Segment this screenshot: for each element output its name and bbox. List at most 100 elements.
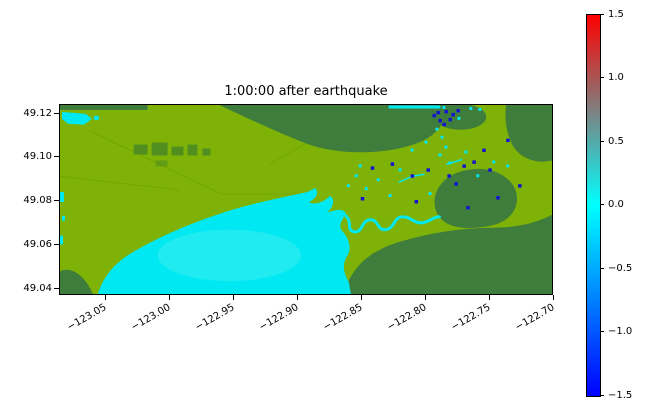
anomaly-dot: [410, 148, 414, 152]
x-tick: [232, 295, 234, 300]
colorbar-tick-label: −1.0: [608, 326, 633, 337]
anomaly-dot: [414, 199, 419, 204]
colorbar-tick: [600, 394, 604, 396]
y-tick: [54, 112, 59, 114]
x-tick: [488, 295, 490, 300]
colorbar: [586, 14, 601, 397]
anomaly-dot: [390, 162, 395, 166]
anomaly-dot: [428, 192, 432, 196]
y-tick-label: 49.04: [23, 282, 52, 294]
anomaly-dot: [376, 178, 380, 182]
x-tick-label: −122.85: [321, 302, 365, 334]
anomaly-dot: [370, 166, 375, 170]
anomaly-dot: [448, 117, 452, 122]
anomaly-dot: [478, 107, 482, 111]
colorbar-tick-label: −0.5: [608, 262, 633, 274]
anomaly-dot: [506, 138, 510, 143]
anomaly-dot: [457, 116, 461, 120]
anomaly-dot: [466, 205, 470, 210]
heatmap-image: [60, 105, 552, 294]
anomaly-dot: [472, 160, 476, 164]
anomaly-dot: [456, 108, 460, 113]
x-tick: [296, 295, 298, 300]
anomaly-dot: [488, 168, 492, 172]
y-tick-label: 49.06: [23, 238, 52, 250]
upland-north-band: [219, 105, 449, 153]
anomaly-dot: [451, 112, 455, 117]
y-tick: [54, 243, 59, 245]
colorbar-tick: [600, 77, 604, 78]
anomaly-dot: [448, 161, 452, 165]
colorbar-tick-label: 0.5: [608, 135, 624, 147]
anomaly-dot: [444, 109, 448, 114]
anomaly-dot: [432, 113, 436, 118]
x-tick: [104, 295, 106, 300]
x-tick: [168, 295, 170, 300]
y-tick: [54, 156, 59, 158]
anomaly-dot: [426, 168, 430, 172]
plot-title: 1:00:00 after earthquake: [224, 84, 388, 99]
anomaly-dot: [398, 168, 402, 172]
colorbar-tick: [600, 331, 604, 332]
x-tick-label: −123.05: [65, 302, 109, 334]
anomaly-dot: [438, 153, 442, 157]
anomaly-dot: [454, 182, 458, 186]
colorbar-tick-label: −1.5: [608, 389, 633, 401]
x-tick-label: −122.75: [449, 302, 493, 334]
field-patches: [133, 142, 211, 167]
colorbar-tick: [600, 204, 604, 205]
anomaly-dot: [436, 110, 440, 115]
anomaly-dot: [482, 148, 486, 153]
bay-water: [97, 188, 351, 294]
anomaly-dot: [364, 187, 368, 191]
colorbar-tick: [600, 140, 604, 142]
edge-water-patches: [60, 105, 441, 245]
x-tick-label: −122.90: [257, 302, 301, 334]
anomaly-dot: [447, 174, 451, 178]
anomaly-dot: [354, 174, 358, 178]
upland-southwest-corner: [60, 269, 93, 294]
upland-northeast: [505, 105, 552, 162]
y-tick-label: 49.08: [23, 195, 52, 206]
anomaly-dot: [492, 160, 496, 164]
upland-southeast-mass: [343, 214, 552, 294]
colorbar-tick-label: 0.0: [608, 199, 624, 210]
colorbar-tick: [600, 267, 604, 269]
anomaly-dot: [442, 122, 446, 127]
shallow-water-dots: [346, 105, 510, 198]
anomaly-dot: [424, 140, 428, 144]
anomaly-dot: [518, 184, 522, 188]
x-tick-label: −122.70: [513, 302, 557, 334]
y-tick-label: 49.10: [23, 151, 52, 163]
x-tick: [424, 295, 426, 300]
x-tick-label: −123.00: [129, 302, 173, 334]
colorbar-tick-label: 1.0: [608, 72, 624, 83]
anomaly-dot: [464, 150, 468, 154]
anomaly-dot: [496, 196, 500, 200]
y-tick: [54, 200, 59, 201]
anomaly-dot: [462, 164, 466, 168]
y-tick-label: 49.12: [23, 107, 52, 119]
y-tick: [54, 287, 59, 289]
anomaly-dot: [476, 174, 480, 178]
x-tick-label: −122.80: [385, 302, 429, 334]
drawdown-dots: [360, 108, 522, 210]
anomaly-dot: [442, 105, 446, 109]
anomaly-dot: [346, 184, 350, 188]
anomaly-dot: [388, 194, 392, 198]
anomaly-dot: [506, 164, 510, 168]
anomaly-dot: [469, 106, 473, 110]
anomaly-dot: [444, 145, 448, 149]
x-tick-label: −122.95: [193, 302, 237, 334]
anomaly-dot: [438, 118, 442, 123]
colorbar-tick: [600, 13, 604, 15]
colorbar-tick-label: 1.5: [608, 8, 624, 20]
anomaly-dot: [440, 135, 444, 139]
x-tick: [360, 295, 362, 300]
anomaly-dot: [358, 164, 362, 168]
anomaly-dot: [435, 127, 439, 131]
anomaly-dot: [410, 174, 415, 178]
anomaly-dot: [360, 197, 365, 201]
x-tick: [552, 295, 554, 300]
